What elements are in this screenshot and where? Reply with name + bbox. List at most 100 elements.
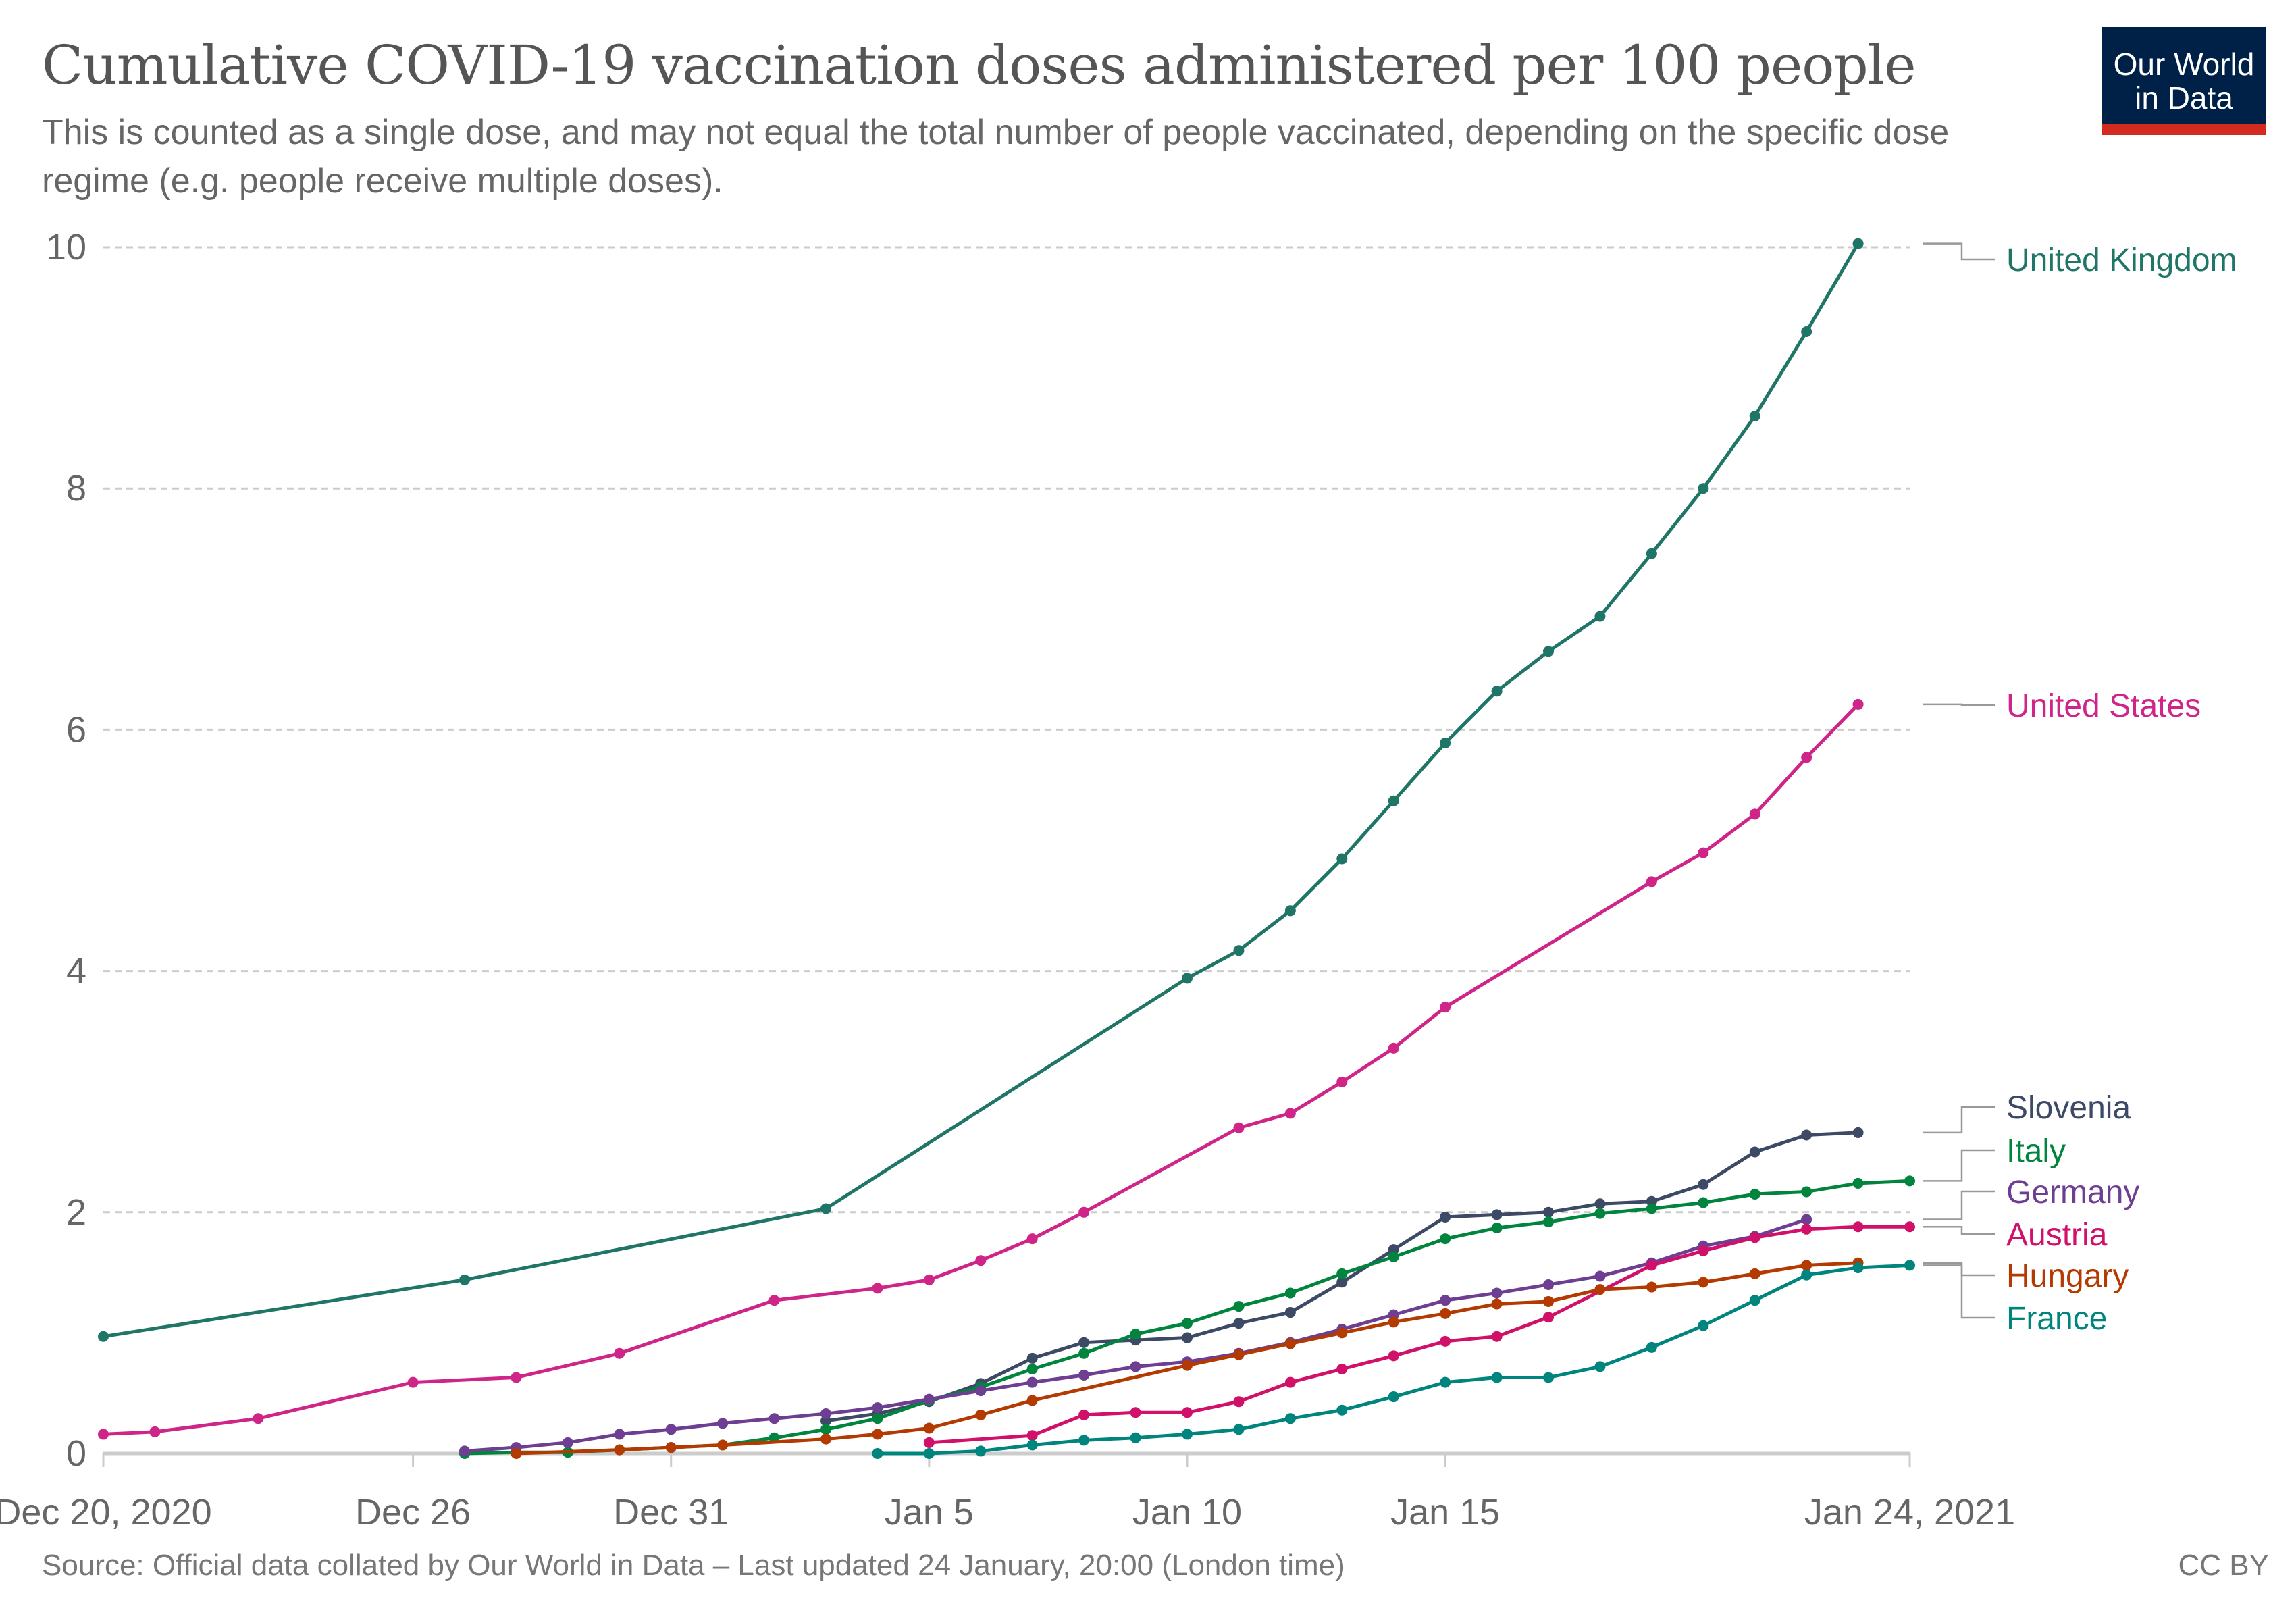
data-point [1388, 1391, 1399, 1403]
data-point [1182, 1360, 1193, 1371]
data-point [1852, 1177, 1864, 1189]
data-point [975, 1255, 987, 1266]
x-tick-label: Jan 5 [885, 1492, 974, 1533]
x-tick-label: Jan 24, 2021 [1804, 1492, 2015, 1533]
data-point [1698, 1179, 1709, 1190]
data-point [768, 1413, 780, 1424]
data-point [1543, 1312, 1554, 1323]
data-point [872, 1448, 883, 1459]
x-tick-label: Dec 31 [613, 1492, 729, 1533]
data-point [1284, 1376, 1296, 1388]
data-point [1026, 1352, 1038, 1364]
data-point [1852, 238, 1864, 249]
data-point [1440, 1211, 1451, 1223]
data-point [1078, 1409, 1090, 1420]
series-label: Slovenia [2006, 1090, 2131, 1126]
data-point [975, 1445, 987, 1457]
label-connector [1923, 703, 1995, 706]
data-point [1284, 1413, 1296, 1424]
data-point [1698, 1277, 1709, 1288]
data-point [1388, 795, 1399, 806]
data-point [1336, 853, 1348, 865]
data-point [1336, 1268, 1348, 1279]
data-point [1440, 1002, 1451, 1013]
data-point [1233, 1396, 1245, 1408]
data-point [1646, 1341, 1657, 1353]
data-point [1646, 1203, 1657, 1214]
data-point [614, 1347, 625, 1359]
label-connector [1923, 1190, 1995, 1220]
data-point [923, 1393, 935, 1405]
data-point [1749, 808, 1760, 820]
data-point [1388, 1251, 1399, 1262]
data-point [1646, 548, 1657, 559]
data-point [1078, 1435, 1090, 1446]
data-point [1594, 1361, 1606, 1372]
x-tick-label: Dec 20, 2020 [0, 1492, 212, 1533]
data-point [1594, 1284, 1606, 1295]
data-point [975, 1385, 987, 1397]
data-point [1284, 1108, 1296, 1119]
license-link[interactable]: CC BY [2178, 1549, 2269, 1582]
owid-logo[interactable]: Our World in Data [2102, 27, 2266, 135]
label-connector [1923, 1225, 1995, 1235]
data-point [820, 1203, 831, 1214]
y-tick-label: 6 [66, 709, 86, 750]
data-point [717, 1418, 729, 1429]
data-point [872, 1283, 883, 1294]
data-point [1491, 1223, 1503, 1234]
data-point [1233, 1318, 1245, 1329]
data-point [1698, 1197, 1709, 1208]
data-point [1182, 1332, 1193, 1343]
data-point [1388, 1316, 1399, 1328]
data-point [614, 1444, 625, 1456]
data-point [923, 1448, 935, 1459]
data-point [1026, 1430, 1038, 1441]
data-point [1491, 686, 1503, 697]
chart-title: Cumulative COVID-19 vaccination doses ad… [42, 34, 1916, 97]
data-point [1749, 1232, 1760, 1243]
data-point [1801, 1186, 1812, 1198]
data-point [1698, 1320, 1709, 1331]
data-point [253, 1413, 264, 1424]
series-label: France [2006, 1301, 2107, 1337]
data-point [1698, 847, 1709, 858]
data-point [820, 1424, 831, 1435]
series-lines [98, 238, 1915, 1459]
data-point [1284, 905, 1296, 917]
data-point [1336, 1277, 1348, 1288]
data-point [717, 1439, 729, 1451]
data-point [1026, 1439, 1038, 1451]
data-point [1698, 1245, 1709, 1256]
data-point [1904, 1260, 1915, 1271]
data-point [1749, 411, 1760, 422]
label-connector [1923, 242, 1995, 261]
data-point [1026, 1363, 1038, 1374]
data-point [1336, 1076, 1348, 1087]
series-label: United States [2006, 688, 2201, 724]
data-point [1026, 1233, 1038, 1245]
data-point [1130, 1407, 1141, 1418]
source-note: Source: Official data collated by Our Wo… [42, 1549, 1345, 1582]
data-point [1543, 1216, 1554, 1228]
data-point [923, 1274, 935, 1285]
data-point [1284, 1307, 1296, 1318]
data-point [768, 1295, 780, 1306]
data-point [1646, 1260, 1657, 1271]
data-point [923, 1437, 935, 1448]
data-point [1543, 1372, 1554, 1383]
data-point [1801, 1129, 1812, 1141]
data-point [1491, 1209, 1503, 1220]
series-label: United Kingdom [2006, 242, 2237, 278]
data-point [1594, 1270, 1606, 1282]
data-point [1078, 1337, 1090, 1348]
series-line [103, 242, 1860, 1339]
data-point [1543, 1206, 1554, 1218]
data-point [98, 1429, 109, 1440]
data-point [1026, 1395, 1038, 1406]
data-point [459, 1274, 470, 1285]
data-point [1336, 1404, 1348, 1416]
data-point [562, 1437, 573, 1448]
data-point [1130, 1361, 1141, 1372]
data-point [459, 1445, 470, 1457]
